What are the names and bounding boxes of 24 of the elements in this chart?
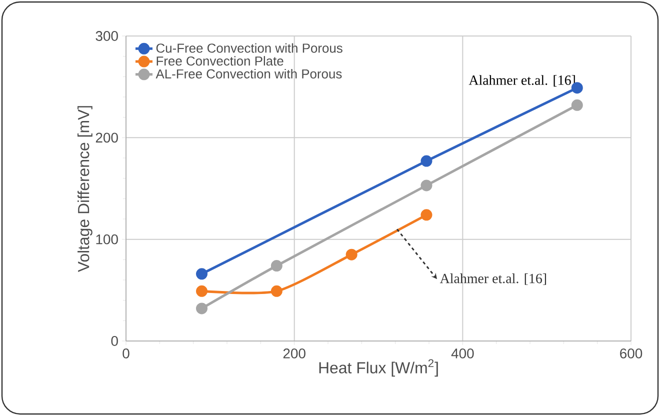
point: [270, 260, 282, 272]
legend-label: Free Convection Plate: [156, 56, 284, 66]
x-tick-label: 600: [620, 348, 642, 358]
point: [420, 155, 432, 167]
x-axis-title: Heat Flux [W/m$^{2}$]: [319, 359, 438, 377]
y-tick-label: 300: [96, 31, 118, 41]
x-tick-label: 0: [122, 348, 130, 358]
point: [196, 285, 208, 297]
y-tick-label: 0: [111, 336, 118, 346]
x-tick-label: 400: [451, 348, 474, 358]
y-tick-label: 100: [96, 234, 118, 244]
point: [571, 99, 583, 111]
y-tick-label: 200: [96, 132, 118, 143]
annotation: Alahmer et.al. [16]: [440, 273, 546, 285]
point: [420, 180, 432, 192]
x-tick-label: 200: [283, 348, 306, 358]
point: [196, 268, 208, 280]
y-axis-title: Voltage Difference [mV]: [78, 106, 92, 272]
legend-label: Cu-Free Convection with Porous: [156, 43, 342, 53]
point: [346, 248, 358, 260]
legend-label: AL-Free Convection with Porous: [156, 68, 342, 78]
point: [420, 209, 432, 221]
point: [270, 285, 282, 297]
point: [196, 302, 208, 314]
